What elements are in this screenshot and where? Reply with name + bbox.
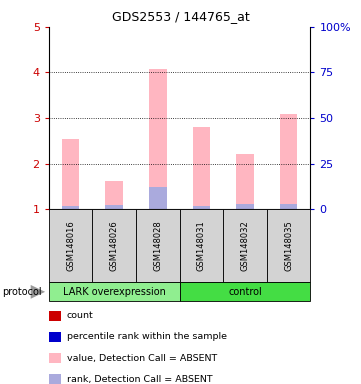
Bar [236, 154, 254, 209]
Bar [193, 127, 210, 209]
Bar [236, 204, 254, 209]
Text: control: control [228, 287, 262, 297]
Text: value, Detection Call = ABSENT: value, Detection Call = ABSENT [67, 354, 217, 362]
Text: rank, Detection Call = ABSENT: rank, Detection Call = ABSENT [67, 375, 212, 384]
Text: count: count [67, 311, 93, 320]
Text: percentile rank within the sample: percentile rank within the sample [67, 333, 227, 341]
Text: GSM148028: GSM148028 [153, 220, 162, 271]
Bar [105, 205, 123, 209]
Text: protocol: protocol [2, 287, 42, 297]
Bar [280, 204, 297, 209]
Bar [62, 206, 79, 209]
Text: GSM148031: GSM148031 [197, 220, 206, 271]
Text: LARK overexpression: LARK overexpression [63, 287, 166, 297]
Bar [62, 139, 79, 209]
Text: GSM148032: GSM148032 [240, 220, 249, 271]
Bar [149, 69, 166, 209]
Bar [105, 181, 123, 209]
Text: GSM148016: GSM148016 [66, 220, 75, 271]
Bar [280, 114, 297, 209]
Bar [149, 187, 166, 209]
Text: GSM148026: GSM148026 [110, 220, 119, 271]
Text: GDS2553 / 144765_at: GDS2553 / 144765_at [112, 10, 249, 23]
Bar [193, 206, 210, 209]
Text: GSM148035: GSM148035 [284, 220, 293, 271]
